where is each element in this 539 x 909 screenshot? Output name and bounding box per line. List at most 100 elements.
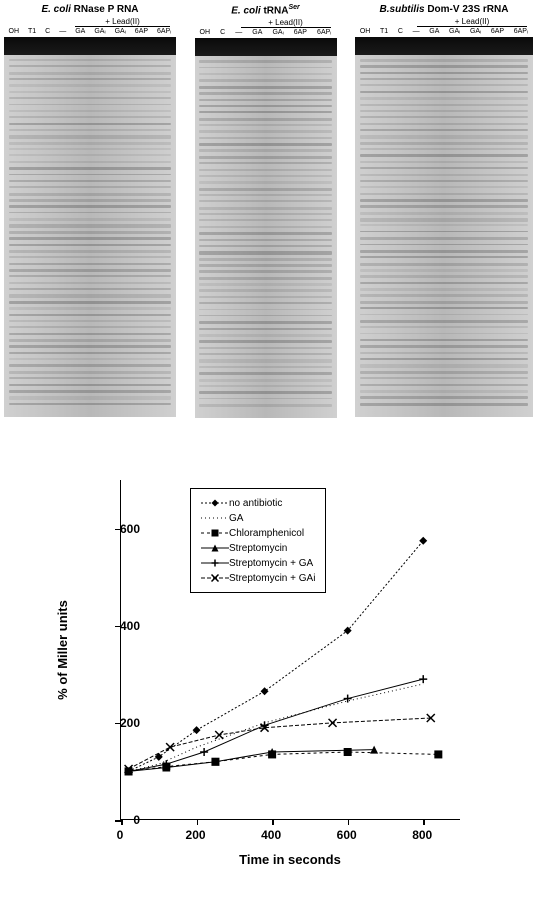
gel-band — [9, 129, 171, 131]
x-tick — [272, 819, 274, 825]
gel-image-3: ***** — [355, 37, 533, 417]
gel-band — [9, 97, 171, 99]
gel-title-italic: E. coli — [41, 4, 70, 15]
x-tick — [423, 819, 425, 825]
gel-band — [199, 60, 333, 63]
gel-band — [360, 263, 527, 266]
gel-panel-1: E. coli RNase P RNA + Lead(II) OHT1C—GAG… — [4, 4, 176, 418]
gel-band — [9, 174, 171, 176]
gel-band — [360, 97, 527, 99]
gel-band — [199, 219, 333, 221]
gel-band — [199, 137, 333, 140]
gel-band — [9, 84, 171, 86]
legend-item: Chloramphenicol — [201, 526, 315, 540]
gel-band — [360, 307, 527, 309]
gel-band — [9, 91, 171, 93]
gel-band — [199, 111, 333, 113]
gel-band — [199, 251, 333, 254]
lane-label: OH — [200, 29, 211, 36]
gel-band — [360, 224, 527, 226]
gel-band — [199, 359, 333, 362]
gel-band — [9, 250, 171, 253]
gel-band — [9, 288, 171, 290]
gel-band — [9, 167, 171, 170]
legend-item: no antibiotic — [201, 496, 315, 510]
gel-band — [199, 149, 333, 152]
gel-band — [9, 193, 171, 196]
x-tick — [197, 819, 199, 825]
lane-label: 6AP — [294, 29, 307, 36]
gel-band — [360, 78, 527, 80]
gel-band — [199, 391, 333, 394]
gel-well — [195, 38, 337, 56]
gel-band — [360, 161, 527, 163]
legend-item: Streptomycin — [201, 541, 315, 555]
legend-label: Streptomycin — [229, 543, 287, 554]
gel-band — [199, 124, 333, 126]
gel-band — [9, 104, 171, 106]
gel-band — [9, 390, 171, 393]
gel-band — [199, 328, 333, 331]
gel-band — [9, 244, 171, 247]
gel-band — [9, 377, 171, 379]
gel-band — [199, 156, 333, 159]
gel-band — [199, 277, 333, 280]
gel-band — [9, 320, 171, 323]
x-tick-label: 800 — [412, 828, 432, 842]
lane-label: GAᵢ — [470, 28, 481, 35]
gel-band — [360, 288, 527, 291]
gel-band — [199, 309, 333, 311]
lead-label-1: + Lead(II) — [75, 17, 170, 27]
gel-band — [199, 86, 333, 89]
gel-band — [199, 379, 333, 382]
gel-band — [360, 403, 527, 406]
gel-band — [360, 104, 527, 106]
legend-marker — [201, 512, 229, 524]
gel-band — [360, 364, 527, 367]
gel-band — [9, 218, 171, 221]
gel-band — [9, 72, 171, 75]
gel-band — [9, 352, 171, 354]
gel-band — [360, 269, 527, 272]
gel-band — [360, 167, 527, 169]
gel-band — [199, 398, 333, 400]
gel-band — [9, 212, 171, 214]
gel-band — [9, 371, 171, 374]
gel-band — [360, 65, 527, 68]
y-tick-label: 400 — [120, 619, 140, 633]
gel-band — [360, 135, 527, 138]
gel-band — [9, 282, 171, 284]
gel-band — [360, 352, 527, 354]
lane-label: GAᵢ — [115, 28, 126, 35]
gel-band — [9, 301, 171, 304]
line-chart: no antibioticGAChloramphenicolStreptomyc… — [60, 460, 490, 880]
gel-band — [199, 169, 333, 172]
gel-band — [9, 65, 171, 67]
legend-item: Streptomycin + GAi — [201, 571, 315, 585]
legend-marker — [201, 497, 229, 509]
gel-band — [360, 174, 527, 176]
gel-band — [360, 294, 527, 296]
gel-band — [9, 199, 171, 202]
gel-band — [9, 364, 171, 366]
gel-band — [360, 244, 527, 246]
lane-label: GA — [429, 28, 439, 35]
legend-marker — [201, 557, 229, 569]
gel-band — [360, 256, 527, 258]
gel-band — [360, 345, 527, 348]
gel-band — [9, 110, 171, 112]
gel-band — [360, 199, 527, 202]
gel-band — [199, 321, 333, 324]
lane-label: OH — [360, 28, 371, 35]
gel-band — [9, 180, 171, 182]
gel-band — [199, 99, 333, 102]
gel-band — [360, 326, 527, 328]
gel-band — [199, 194, 333, 196]
gel-title-sup: Ser — [288, 4, 299, 11]
gel-band — [199, 67, 333, 69]
gel-band — [199, 130, 333, 132]
gel-band — [360, 384, 527, 386]
gel-band — [360, 154, 527, 156]
gel-band — [199, 245, 333, 247]
gel-band — [199, 175, 333, 178]
